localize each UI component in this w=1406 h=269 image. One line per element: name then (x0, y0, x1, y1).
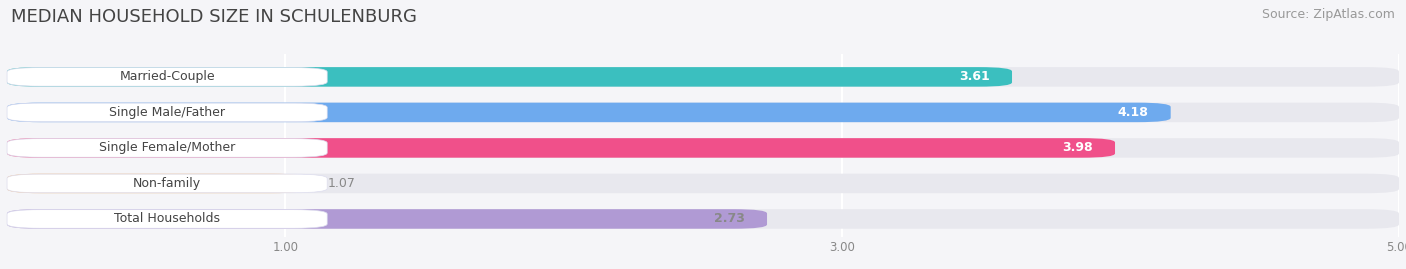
FancyBboxPatch shape (7, 174, 1399, 193)
FancyBboxPatch shape (7, 139, 328, 157)
FancyBboxPatch shape (7, 138, 1115, 158)
FancyBboxPatch shape (7, 174, 328, 193)
Text: 3.98: 3.98 (1062, 141, 1092, 154)
Text: Non-family: Non-family (134, 177, 201, 190)
FancyBboxPatch shape (7, 67, 1399, 87)
FancyBboxPatch shape (7, 174, 305, 193)
Text: Total Households: Total Households (114, 213, 221, 225)
Text: 1.07: 1.07 (328, 177, 356, 190)
FancyBboxPatch shape (7, 67, 1012, 87)
FancyBboxPatch shape (7, 103, 1399, 122)
Text: Single Female/Mother: Single Female/Mother (98, 141, 235, 154)
FancyBboxPatch shape (7, 103, 328, 122)
Text: Married-Couple: Married-Couple (120, 70, 215, 83)
FancyBboxPatch shape (7, 209, 768, 229)
Text: Single Male/Father: Single Male/Father (110, 106, 225, 119)
Text: 4.18: 4.18 (1118, 106, 1149, 119)
Text: Source: ZipAtlas.com: Source: ZipAtlas.com (1261, 8, 1395, 21)
Text: 2.73: 2.73 (714, 213, 745, 225)
Text: MEDIAN HOUSEHOLD SIZE IN SCHULENBURG: MEDIAN HOUSEHOLD SIZE IN SCHULENBURG (11, 8, 418, 26)
FancyBboxPatch shape (7, 138, 1399, 158)
FancyBboxPatch shape (7, 209, 1399, 229)
Text: 3.61: 3.61 (959, 70, 990, 83)
FancyBboxPatch shape (7, 68, 328, 86)
FancyBboxPatch shape (7, 103, 1171, 122)
FancyBboxPatch shape (7, 210, 328, 228)
